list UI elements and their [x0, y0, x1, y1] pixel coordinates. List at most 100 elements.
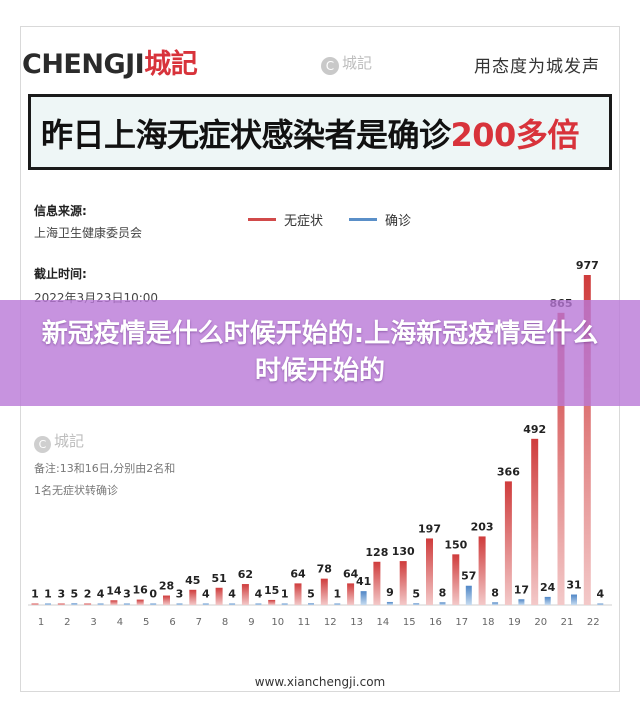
brand-logo: CHENGJI城記 — [22, 49, 198, 80]
bar-asymptomatic-day-14 — [373, 561, 381, 605]
bar-confirmed-day-15 — [413, 603, 420, 605]
x-tick-label-day-1: 1 — [38, 617, 44, 628]
x-tick-label-day-14: 14 — [377, 617, 390, 628]
bar-asymptomatic-day-19 — [504, 481, 512, 605]
x-tick-label-day-9: 9 — [248, 617, 254, 628]
x-tick-label-day-6: 6 — [169, 617, 175, 628]
bar-confirmed-day-4 — [123, 603, 130, 605]
x-tick-label-day-2: 2 — [64, 617, 70, 628]
x-tick-label-day-21: 21 — [561, 617, 574, 628]
x-tick-label-day-4: 4 — [117, 617, 123, 628]
bar-asymptomatic-day-16 — [426, 538, 433, 605]
data-label-asymptomatic-day-16: 197 — [418, 522, 441, 535]
legend-swatch-confirmed — [349, 218, 378, 221]
data-label-asymptomatic-day-6: 28 — [159, 580, 174, 593]
bar-asymptomatic-day-21 — [557, 312, 565, 605]
x-tick-label-day-17: 17 — [455, 617, 468, 628]
data-label-asymptomatic-day-15: 130 — [392, 545, 415, 558]
data-label-confirmed-day-3: 4 — [97, 588, 105, 601]
watermark-logo-icon: C — [34, 436, 51, 453]
data-label-confirmed-day-4: 3 — [123, 588, 131, 601]
bar-asymptomatic-day-7 — [189, 589, 197, 605]
data-label-asymptomatic-day-10: 15 — [264, 584, 279, 597]
bar-asymptomatic-day-2 — [57, 603, 65, 605]
headline-box: 昨日上海无症状感染者是确诊200多倍 — [28, 94, 612, 170]
data-label-confirmed-day-7: 4 — [202, 588, 210, 601]
bar-confirmed-day-2 — [71, 603, 78, 605]
chart-legend: 无症状 确诊 — [248, 210, 411, 229]
data-label-asymptomatic-day-17: 150 — [444, 538, 467, 551]
data-label-asymptomatic-day-11: 64 — [290, 567, 306, 580]
bar-confirmed-day-12 — [334, 603, 341, 605]
x-tick-label-day-11: 11 — [298, 617, 311, 628]
bar-confirmed-day-17 — [465, 585, 472, 605]
bar-confirmed-day-1 — [45, 603, 51, 605]
brand-watermark: C 城記 — [321, 52, 372, 75]
bar-asymptomatic-day-13 — [347, 583, 355, 605]
data-label-confirmed-day-14: 9 — [386, 586, 394, 599]
data-label-confirmed-day-1: 1 — [44, 588, 52, 601]
data-label-asymptomatic-day-5: 16 — [133, 584, 149, 597]
legend-item-confirmed: 确诊 — [349, 210, 411, 229]
bar-asymptomatic-day-6 — [163, 595, 170, 605]
bar-asymptomatic-day-3 — [84, 603, 92, 605]
x-tick-label-day-15: 15 — [403, 617, 416, 628]
bar-confirmed-day-11 — [308, 603, 314, 605]
data-label-asymptomatic-day-8: 51 — [211, 572, 226, 585]
data-label-asymptomatic-day-19: 366 — [497, 465, 520, 478]
data-label-confirmed-day-19: 17 — [514, 583, 529, 596]
data-label-confirmed-day-8: 4 — [228, 588, 236, 601]
data-label-asymptomatic-day-2: 3 — [57, 588, 65, 601]
bar-confirmed-day-5 — [150, 603, 157, 605]
legend-swatch-asymptomatic — [248, 218, 276, 221]
x-tick-label-day-22: 22 — [587, 617, 600, 628]
data-label-confirmed-day-10: 1 — [281, 588, 289, 601]
bar-confirmed-day-8 — [229, 603, 236, 605]
bar-confirmed-day-16 — [439, 602, 446, 605]
note-line-1: 备注:13和16日,分别由2名和 — [34, 462, 176, 475]
footer-url: www.xianchengji.com — [254, 675, 386, 689]
legend-item-asymptomatic: 无症状 — [248, 210, 323, 229]
bar-confirmed-day-21 — [571, 594, 577, 605]
x-tick-label-day-12: 12 — [324, 617, 337, 628]
watermark-logo-icon: C — [321, 57, 339, 75]
data-label-confirmed-day-20: 24 — [540, 581, 556, 594]
data-label-confirmed-day-22: 4 — [596, 588, 604, 601]
bar-confirmed-day-14 — [386, 601, 393, 605]
bar-asymptomatic-day-15 — [399, 561, 407, 605]
bar-asymptomatic-day-17 — [452, 554, 460, 605]
note-watermark: C 城記 — [34, 430, 84, 453]
bar-asymptomatic-day-9 — [241, 584, 249, 605]
data-label-confirmed-day-11: 5 — [307, 587, 315, 600]
bar-confirmed-day-20 — [544, 596, 551, 605]
x-tick-label-day-16: 16 — [429, 617, 442, 628]
data-label-asymptomatic-day-22: 977 — [576, 259, 599, 272]
x-tick-label-day-13: 13 — [350, 617, 363, 628]
overlay-banner: 新冠疫情是什么时候开始的:上海新冠疫情是什么时候开始的 — [0, 300, 640, 406]
x-tick-label-day-8: 8 — [222, 617, 228, 628]
bar-asymptomatic-day-22 — [583, 275, 591, 605]
brand-header: CHENGJI城記 C 城記 用态度为城发声 — [22, 38, 618, 84]
data-label-asymptomatic-day-18: 203 — [471, 520, 494, 533]
data-label-asymptomatic-day-7: 45 — [185, 574, 200, 587]
bar-asymptomatic-day-20 — [531, 438, 539, 605]
bar-confirmed-day-13 — [360, 591, 367, 605]
bar-confirmed-day-9 — [255, 603, 262, 605]
data-label-confirmed-day-12: 1 — [333, 588, 341, 601]
bar-confirmed-day-3 — [97, 603, 104, 605]
bar-asymptomatic-day-18 — [478, 536, 486, 605]
bar-confirmed-day-10 — [281, 603, 288, 605]
bar-confirmed-day-6 — [176, 603, 183, 605]
data-label-confirmed-day-16: 8 — [439, 586, 447, 599]
data-label-asymptomatic-day-3: 2 — [84, 588, 92, 601]
source-value: 上海卫生健康委员会 — [34, 226, 143, 240]
data-label-confirmed-day-15: 5 — [412, 587, 420, 600]
data-label-asymptomatic-day-4: 14 — [106, 584, 122, 597]
data-label-confirmed-day-17: 57 — [461, 570, 476, 583]
source-label: 信息来源: — [34, 204, 87, 218]
legend-label-asymptomatic: 无症状 — [284, 214, 324, 229]
bar-asymptomatic-day-10 — [268, 599, 276, 605]
data-label-confirmed-day-9: 4 — [255, 588, 263, 601]
